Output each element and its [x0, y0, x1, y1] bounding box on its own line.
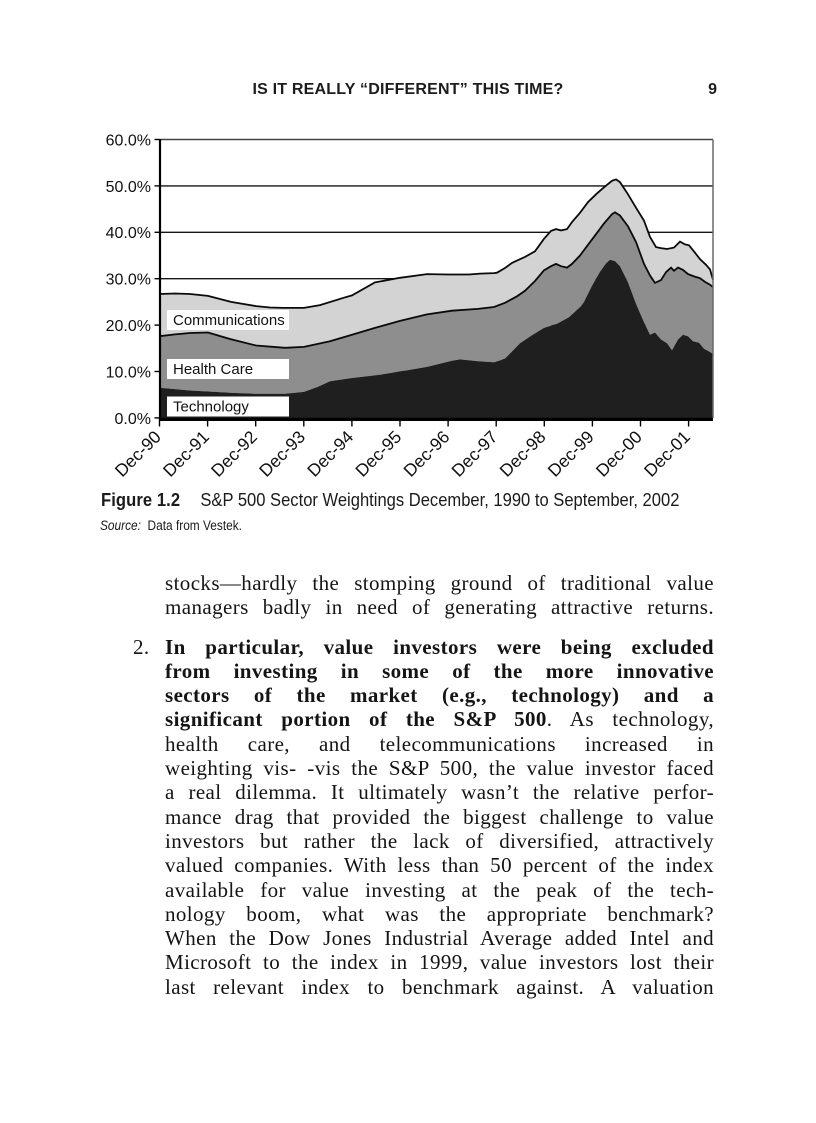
svg-text:Technology: Technology — [173, 399, 249, 416]
svg-text:20.0%: 20.0% — [106, 318, 151, 335]
svg-text:Dec-97: Dec-97 — [447, 427, 501, 481]
svg-text:30.0%: 30.0% — [106, 272, 151, 289]
svg-text:Dec-95: Dec-95 — [351, 427, 405, 481]
svg-text:Dec-00: Dec-00 — [592, 427, 646, 481]
svg-text:40.0%: 40.0% — [106, 225, 151, 242]
svg-text:Dec-94: Dec-94 — [303, 427, 357, 481]
svg-text:10.0%: 10.0% — [106, 364, 151, 381]
svg-text:60.0%: 60.0% — [106, 132, 151, 149]
svg-text:Dec-92: Dec-92 — [207, 427, 261, 481]
svg-text:Dec-90: Dec-90 — [111, 427, 165, 481]
svg-text:Dec-93: Dec-93 — [255, 427, 309, 481]
svg-text:50.0%: 50.0% — [106, 179, 151, 196]
svg-text:Dec-01: Dec-01 — [640, 427, 694, 481]
svg-text:Dec-91: Dec-91 — [159, 427, 213, 481]
svg-text:Dec-98: Dec-98 — [496, 427, 550, 481]
svg-text:Dec-96: Dec-96 — [399, 427, 453, 481]
svg-text:Health Care: Health Care — [173, 361, 253, 378]
svg-text:0.0%: 0.0% — [115, 411, 151, 428]
svg-text:Dec-99: Dec-99 — [544, 427, 598, 481]
svg-text:Communications: Communications — [173, 312, 285, 329]
